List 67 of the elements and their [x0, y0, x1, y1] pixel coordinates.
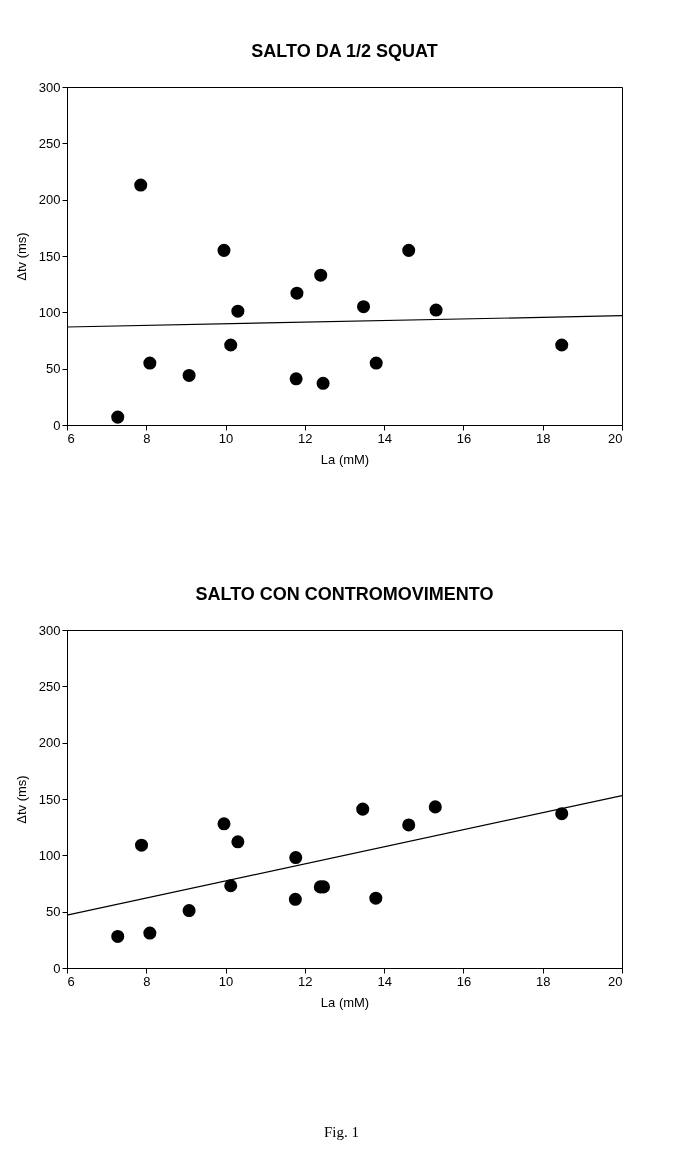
- point: [402, 818, 416, 832]
- x-tick-label: 14: [377, 973, 392, 989]
- x-tick-label: 6: [67, 430, 75, 446]
- point: [224, 338, 238, 352]
- point: [111, 929, 125, 943]
- point: [428, 800, 442, 814]
- x-tick-label: 18: [535, 973, 551, 989]
- x-tick-label: 18: [535, 430, 551, 446]
- point: [356, 802, 370, 816]
- x-tick-label: 12: [298, 973, 313, 989]
- x-tick-label: 16: [456, 430, 472, 446]
- point: [429, 303, 443, 317]
- point: [224, 879, 238, 893]
- y-tick-label: 100: [38, 304, 61, 320]
- point: [231, 304, 245, 318]
- x-tick-label: 20: [608, 430, 623, 446]
- chart-title: SALTO CON CONTROMOVIMENTO: [195, 584, 494, 604]
- point: [135, 838, 149, 852]
- y-tick-label: 300: [38, 79, 61, 95]
- point: [289, 372, 303, 386]
- y-tick-label: 100: [38, 847, 61, 863]
- point: [217, 817, 231, 831]
- x-tick-label: 10: [218, 430, 234, 446]
- point: [369, 356, 383, 370]
- point: [402, 243, 416, 257]
- point: [143, 926, 157, 940]
- point: [369, 891, 383, 905]
- point: [134, 178, 148, 192]
- x-tick-label: 20: [608, 973, 623, 989]
- point: [357, 300, 371, 314]
- y-tick-label: 0: [53, 960, 61, 976]
- point: [182, 904, 196, 918]
- y-tick-label: 150: [38, 791, 61, 807]
- y-tick-label: 250: [38, 135, 61, 151]
- point: [217, 243, 231, 257]
- y-tick-label: 150: [38, 248, 61, 264]
- point: [143, 356, 157, 370]
- x-tick-label: 6: [67, 973, 75, 989]
- point: [555, 338, 569, 352]
- caption: Fig. 1: [323, 1124, 360, 1141]
- y-axis-title: Δtv (ms): [13, 775, 29, 824]
- point: [182, 368, 196, 382]
- point: [314, 268, 328, 282]
- point: [231, 835, 245, 849]
- chart-title: SALTO DA 1/2 SQUAT: [251, 41, 438, 61]
- x-tick-label: 12: [298, 430, 313, 446]
- point: [555, 807, 569, 821]
- point: [289, 851, 303, 865]
- y-tick-label: 200: [38, 192, 61, 208]
- y-tick-label: 0: [53, 417, 61, 433]
- y-tick-label: 250: [38, 678, 61, 694]
- x-axis-title: La (mM): [320, 451, 370, 467]
- y-tick-label: 50: [46, 361, 61, 377]
- x-tick-label: 14: [377, 430, 392, 446]
- point: [288, 892, 302, 906]
- point: [111, 410, 125, 424]
- x-tick-label: 8: [143, 430, 151, 446]
- y-tick-label: 300: [38, 622, 61, 638]
- x-tick-label: 8: [143, 973, 151, 989]
- point: [316, 376, 330, 390]
- y-tick-label: 50: [46, 904, 61, 920]
- point: [290, 286, 304, 300]
- y-axis-title: Δtv (ms): [13, 232, 29, 281]
- x-tick-label: 10: [218, 973, 234, 989]
- x-axis-title: La (mM): [320, 994, 370, 1010]
- y-tick-label: 200: [38, 735, 61, 751]
- x-tick-label: 16: [456, 973, 472, 989]
